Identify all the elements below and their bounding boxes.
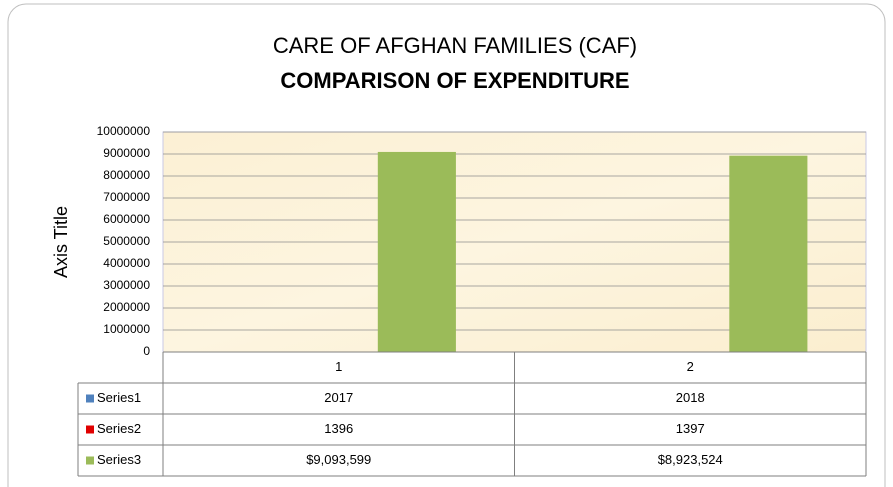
- legend-swatch: [86, 456, 94, 465]
- y-tick-label: 6000000: [103, 212, 150, 226]
- table-value: $9,093,599: [306, 452, 371, 467]
- y-tick-label: 2000000: [103, 300, 150, 314]
- legend-label: Series1: [97, 390, 141, 405]
- legend-label: Series2: [97, 421, 141, 436]
- y-tick-label: 7000000: [103, 190, 150, 204]
- chart-title: CARE OF AFGHAN FAMILIES (CAF): [273, 33, 637, 58]
- chart-subtitle: COMPARISON OF EXPENDITURE: [280, 68, 629, 93]
- bar: [729, 155, 808, 352]
- table-value: 1397: [676, 421, 705, 436]
- y-tick-label: 3000000: [103, 278, 150, 292]
- y-tick-label: 8000000: [103, 168, 150, 182]
- table-value: 2018: [676, 390, 705, 405]
- table-value: 2017: [324, 390, 353, 405]
- table-value: 1396: [324, 421, 353, 436]
- y-tick-label: 5000000: [103, 234, 150, 248]
- bar: [377, 151, 456, 352]
- y-tick-label: 0: [143, 344, 150, 358]
- y-axis-title: Axis Title: [51, 206, 71, 278]
- legend-label: Series3: [97, 452, 141, 467]
- y-tick-label: 4000000: [103, 256, 150, 270]
- x-tick-label: 2: [687, 359, 694, 374]
- legend-swatch: [86, 394, 94, 403]
- y-tick-label: 1000000: [103, 322, 150, 336]
- table-value: $8,923,524: [658, 452, 723, 467]
- x-tick-label: 1: [335, 359, 342, 374]
- legend-swatch: [86, 425, 94, 434]
- y-tick-label: 9000000: [103, 146, 150, 160]
- y-tick-label: 10000000: [97, 124, 151, 138]
